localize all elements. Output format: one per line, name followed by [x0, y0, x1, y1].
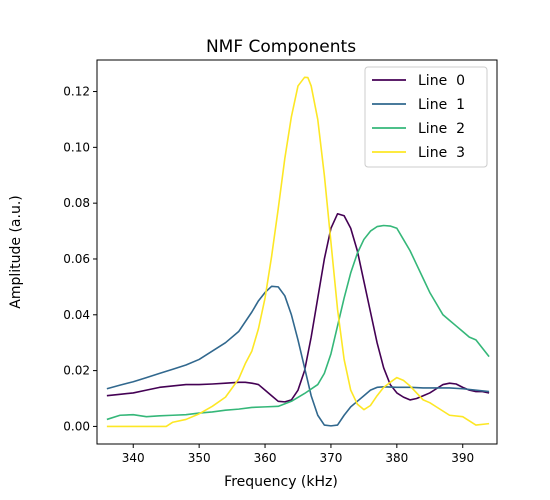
y-tick-label-5: 0.10 — [63, 140, 90, 154]
legend-label-0: Line 0 — [418, 73, 465, 89]
legend-label-1: Line 1 — [418, 97, 465, 113]
legend-frame — [364, 66, 488, 168]
legend: Line 0 Line 1 Line 2 Line 3 — [364, 66, 488, 168]
y-tick-label-3: 0.06 — [63, 252, 90, 266]
series-layer — [106, 76, 490, 428]
x-tick-label-2: 360 — [254, 451, 277, 465]
x-axis-label: Frequency (kHz) — [224, 474, 338, 490]
y-tick-label-0: 0.00 — [63, 419, 90, 433]
series-line-1 — [106, 285, 490, 427]
y-axis-label: Amplitude (a.u.) — [8, 195, 24, 308]
x-tick-label-4: 380 — [385, 451, 408, 465]
y-tick-label-4: 0.08 — [63, 196, 90, 210]
series-line-3 — [106, 76, 490, 428]
chart-title: NMF Components — [206, 37, 356, 57]
x-tick-label-0: 340 — [122, 451, 145, 465]
x-tick-label-1: 350 — [188, 451, 211, 465]
x-tick-label-3: 370 — [319, 451, 342, 465]
legend-label-2: Line 2 — [418, 121, 465, 137]
legend-label-3: Line 3 — [418, 145, 465, 161]
series-line-0 — [106, 212, 490, 403]
y-tick-label-6: 0.12 — [63, 85, 90, 99]
y-tick-label-1: 0.02 — [63, 364, 90, 378]
x-tick-label-5: 390 — [451, 451, 474, 465]
axis-layer: 340 350 360 370 380 390 0.00 0.02 0.04 0.06 0.08 0.… — [63, 85, 474, 465]
y-tick-label-2: 0.04 — [63, 308, 90, 322]
